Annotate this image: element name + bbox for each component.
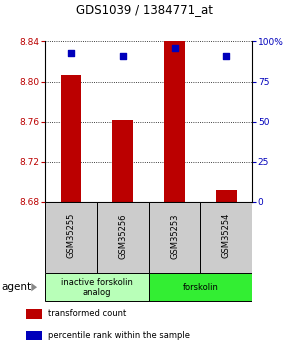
Bar <box>61 76 81 202</box>
Bar <box>97 202 148 273</box>
Text: inactive forskolin
analog: inactive forskolin analog <box>61 277 133 297</box>
Bar <box>148 202 200 273</box>
Bar <box>26 331 42 340</box>
Bar <box>112 120 133 202</box>
Bar <box>216 190 237 202</box>
Text: GSM35255: GSM35255 <box>66 213 75 258</box>
Point <box>172 45 177 51</box>
Bar <box>26 309 42 319</box>
Bar <box>164 41 185 202</box>
Text: percentile rank within the sample: percentile rank within the sample <box>48 331 190 340</box>
Bar <box>148 274 252 301</box>
Point <box>224 53 229 59</box>
Text: transformed count: transformed count <box>48 309 126 318</box>
Point <box>120 53 125 59</box>
Bar <box>200 202 252 273</box>
Text: agent: agent <box>1 282 32 292</box>
Bar <box>45 274 148 301</box>
Text: GDS1039 / 1384771_at: GDS1039 / 1384771_at <box>77 3 213 16</box>
Point <box>68 50 73 56</box>
Text: GSM35253: GSM35253 <box>170 213 179 258</box>
Text: GSM35254: GSM35254 <box>222 213 231 258</box>
Text: GSM35256: GSM35256 <box>118 213 127 258</box>
Bar <box>45 202 97 273</box>
Text: forskolin: forskolin <box>182 283 218 292</box>
